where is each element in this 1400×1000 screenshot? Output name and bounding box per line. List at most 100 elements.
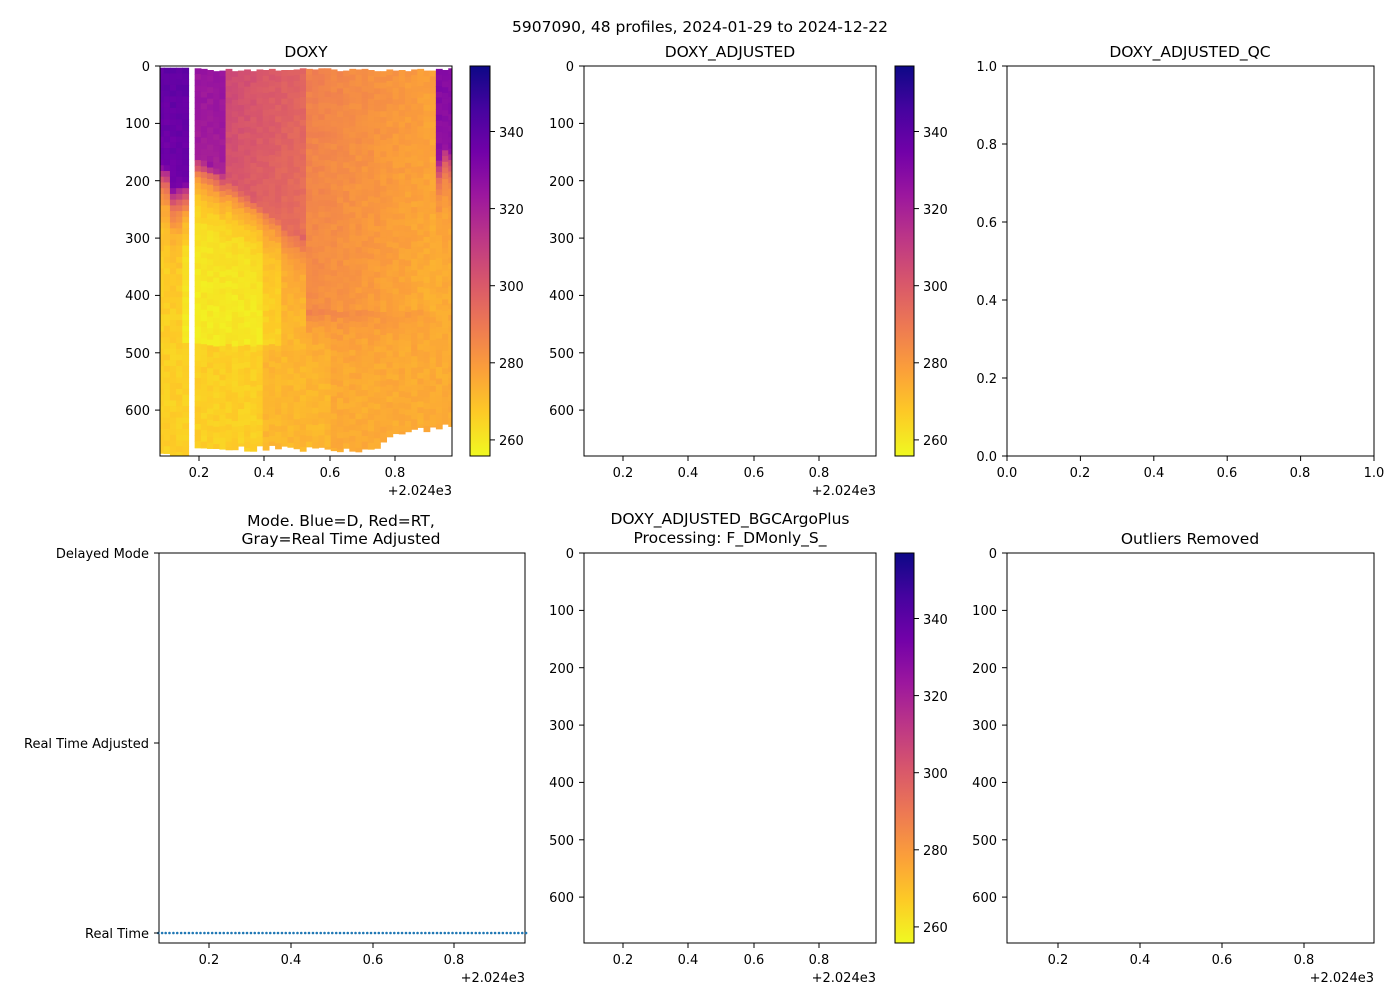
doxy-heat-cell bbox=[343, 225, 350, 232]
mode-point bbox=[234, 931, 237, 935]
doxy-heat-cell bbox=[442, 402, 449, 409]
doxy-heat-cell bbox=[417, 372, 425, 380]
doxy-heat-cell bbox=[435, 286, 443, 294]
doxy-heat-cell bbox=[163, 400, 171, 407]
doxy-heat-cell bbox=[448, 269, 452, 276]
doxy-heat-cell bbox=[330, 407, 338, 415]
doxy-heat-cell bbox=[380, 317, 388, 325]
doxy-heat-cell bbox=[268, 200, 276, 208]
doxy-heat-cell bbox=[256, 121, 264, 128]
doxy-heat-cell bbox=[268, 240, 276, 248]
doxy-heat-cell bbox=[176, 262, 183, 270]
doxy-heat-cell bbox=[324, 211, 332, 219]
doxy-heat-cell bbox=[404, 294, 412, 302]
doxy-heat-cell bbox=[231, 254, 239, 262]
doxy-heat-cell bbox=[169, 84, 177, 92]
doxy-heat-cell bbox=[361, 435, 369, 443]
doxy-heat-cell bbox=[404, 260, 412, 267]
doxy-heat-cell bbox=[355, 367, 363, 375]
doxy-heat-cell bbox=[429, 76, 437, 83]
doxy-heat-cell bbox=[262, 310, 270, 318]
doxy-heat-cell bbox=[448, 68, 452, 75]
doxy-heat-cell bbox=[435, 315, 443, 322]
doxy-heat-cell bbox=[256, 379, 264, 386]
doxy-heat-cell bbox=[380, 71, 388, 78]
doxy-heat-cell bbox=[404, 82, 412, 89]
doxy-heat-cell bbox=[392, 431, 400, 435]
doxy-heat-cell bbox=[176, 234, 183, 241]
doxy-heat-cell bbox=[299, 406, 307, 414]
doxy-heat-cell bbox=[163, 291, 171, 298]
doxy-heat-cell bbox=[237, 191, 245, 198]
doxy-heat-cell bbox=[287, 391, 295, 398]
doxy-heat-cell bbox=[163, 67, 171, 75]
doxy-heat-cell bbox=[312, 316, 319, 323]
doxy-heat-cell bbox=[207, 351, 214, 358]
doxy-heat-cell bbox=[262, 219, 270, 226]
doxy-heat-cell bbox=[380, 139, 388, 147]
doxy-heat-cell bbox=[423, 150, 431, 158]
doxy-heat-cell bbox=[380, 426, 388, 434]
doxy-heat-cell bbox=[386, 75, 394, 82]
doxy-heat-cell bbox=[386, 172, 394, 180]
doxy-heat-cell bbox=[429, 368, 437, 376]
panel-mode: Mode. Blue=D, Red=RT, Gray=Real Time Adj… bbox=[24, 512, 528, 986]
doxy-heat-cell bbox=[448, 320, 452, 327]
doxy-heat-cell bbox=[207, 144, 214, 151]
doxy-heat-cell bbox=[336, 157, 344, 164]
doxy-heat-cell bbox=[417, 223, 425, 231]
doxy-heat-cell bbox=[182, 102, 190, 109]
doxy-heat-cell bbox=[423, 145, 431, 152]
doxy-heat-cell bbox=[343, 322, 350, 330]
doxy-heat-cell bbox=[225, 200, 233, 208]
doxy-heat-cell bbox=[336, 352, 344, 359]
doxy-heat-cell bbox=[225, 321, 233, 328]
doxy-heat-cell bbox=[330, 155, 338, 162]
doxy-heat-cell bbox=[293, 413, 301, 420]
doxy-heat-cell bbox=[330, 132, 338, 139]
doxy-heat-cell bbox=[275, 139, 282, 146]
doxy-heat-cell bbox=[392, 213, 400, 221]
doxy-heat-cell bbox=[268, 177, 276, 185]
doxy-heat-cell bbox=[306, 235, 313, 242]
doxy-heat-cell bbox=[262, 81, 270, 88]
doxy-heat-cell bbox=[336, 203, 344, 210]
doxy-heat-cell bbox=[194, 412, 202, 419]
doxy-heat-cell bbox=[442, 178, 449, 186]
doxy-heat-cell bbox=[163, 130, 171, 138]
doxy-heat-cell bbox=[312, 126, 319, 134]
doxy-heat-cell bbox=[213, 329, 221, 336]
doxy-heat-cell bbox=[355, 384, 363, 392]
doxy-heat-cell bbox=[182, 245, 190, 252]
doxy-heat-cell bbox=[355, 155, 363, 162]
doxy-heat-cell bbox=[336, 260, 344, 267]
doxy-heat-cell bbox=[336, 180, 344, 187]
doxy-heat-cell bbox=[219, 208, 227, 215]
doxy-heat-cell bbox=[281, 368, 289, 375]
adj-cbar-tick-280: 280 bbox=[923, 357, 948, 372]
doxy-heat-cell bbox=[435, 68, 443, 76]
doxy-heat-cell bbox=[262, 138, 270, 146]
doxy-heat-cell bbox=[442, 414, 449, 421]
doxy-heat-cell bbox=[374, 243, 381, 250]
doxy-heat-cell bbox=[355, 189, 363, 197]
doxy-heat-cell bbox=[176, 113, 183, 120]
doxy-heat-cell bbox=[182, 400, 190, 407]
doxy-heat-cell bbox=[306, 120, 313, 127]
mode-point bbox=[284, 931, 288, 935]
doxy-heat-cell bbox=[237, 168, 245, 175]
doxy-heat-cell bbox=[219, 70, 227, 77]
doxy-heat-cell bbox=[299, 240, 307, 247]
doxy-heat-cell bbox=[237, 150, 245, 158]
doxy-heat-cell bbox=[160, 331, 165, 338]
doxy-heat-cell bbox=[336, 128, 344, 135]
doxy-heat-cell bbox=[411, 396, 418, 403]
doxy-heat-cell bbox=[262, 242, 270, 249]
doxy-heat-cell bbox=[176, 354, 183, 361]
doxy-heat-cell bbox=[349, 195, 357, 202]
doxy-heat-cell bbox=[262, 270, 270, 278]
doxy-heat-cell bbox=[306, 332, 313, 340]
doxy-heat-cell bbox=[423, 386, 431, 393]
doxy-heat-cell bbox=[374, 438, 381, 445]
doxy-heat-cell bbox=[256, 436, 264, 443]
